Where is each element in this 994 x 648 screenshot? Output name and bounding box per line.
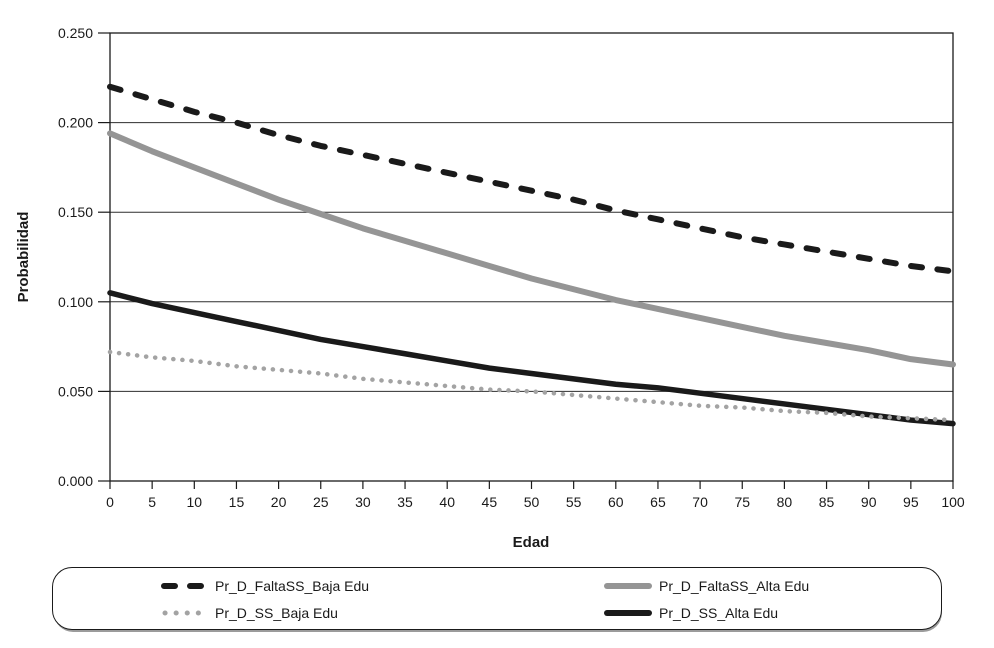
series-line-1 <box>107 130 956 368</box>
series-line-0 <box>107 83 956 275</box>
x-tick-label: 25 <box>313 494 329 510</box>
x-tick-label: 10 <box>187 494 203 510</box>
y-axis-title: Probabilidad <box>15 212 32 303</box>
x-tick-label: 90 <box>861 494 877 510</box>
legend-marker-dashed-line-icon <box>161 583 207 589</box>
y-tick-label: 0.200 <box>58 115 93 131</box>
legend-marker-dotted-line-icon <box>162 610 202 616</box>
y-tick-label: 0.250 <box>58 25 93 41</box>
plot-area: 0.000 0.050 0.100 0.150 0.200 0.250 0 5 10 15 20 25… <box>58 25 965 510</box>
x-tick-label: 5 <box>148 494 156 510</box>
chart-canvas: 0.000 0.050 0.100 0.150 0.200 0.250 0 5 10 15 20 25… <box>15 25 965 551</box>
x-tick-label: 80 <box>777 494 793 510</box>
legend-label: Pr_D_SS_Alta Edu <box>659 605 779 621</box>
legend: Pr_D_FaltaSS_Baja Edu Pr_D_FaltaSS_Alta … <box>52 567 942 630</box>
x-tick-label: 40 <box>439 494 455 510</box>
legend-item: Pr_D_FaltaSS_Alta Edu <box>497 575 941 598</box>
legend-item: Pr_D_FaltaSS_Baja Edu <box>53 575 497 598</box>
x-tick-label: 45 <box>482 494 498 510</box>
legend-label: Pr_D_FaltaSS_Alta Edu <box>659 578 810 594</box>
x-tick-label: 65 <box>650 494 666 510</box>
x-axis-title: Edad <box>513 534 550 551</box>
plot-border <box>109 32 954 482</box>
legend-label: Pr_D_FaltaSS_Baja Edu <box>215 578 370 594</box>
x-tick-label: 20 <box>271 494 287 510</box>
series-line-3 <box>107 290 956 427</box>
x-tick-label: 70 <box>692 494 708 510</box>
legend-item: Pr_D_SS_Baja Edu <box>53 602 497 625</box>
x-tick-label: 50 <box>524 494 540 510</box>
y-tick-label: 0.000 <box>58 473 93 489</box>
x-tick-label: 85 <box>819 494 835 510</box>
x-tick-label: 0 <box>106 494 114 510</box>
x-tick-label: 95 <box>903 494 919 510</box>
y-tick-label: 0.050 <box>58 383 93 399</box>
x-tick-label: 60 <box>608 494 624 510</box>
y-tick-label: 0.150 <box>58 204 93 220</box>
x-tick-label: 30 <box>355 494 371 510</box>
x-tick-label: 55 <box>566 494 582 510</box>
x-tick-label: 35 <box>397 494 413 510</box>
y-tick-label: 0.100 <box>58 294 93 310</box>
legend-marker-black-solid-line-icon <box>604 610 652 616</box>
x-tick-label: 75 <box>734 494 750 510</box>
legend-label: Pr_D_SS_Baja Edu <box>215 605 338 621</box>
x-tick-label: 15 <box>229 494 245 510</box>
legend-marker-gray-solid-line-icon <box>604 583 652 589</box>
x-tick-label: 100 <box>941 494 965 510</box>
legend-item: Pr_D_SS_Alta Edu <box>497 602 941 625</box>
